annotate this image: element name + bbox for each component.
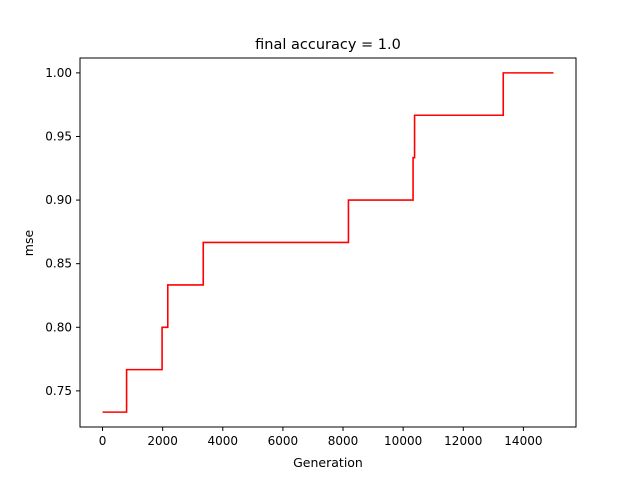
y-tick-label: 0.95 <box>45 129 72 143</box>
x-axis-ticks: 0 2000 4000 6000 8000 10000 12000 14000 <box>99 427 542 448</box>
x-tick-label: 4000 <box>208 434 239 448</box>
plot-frame <box>79 57 577 428</box>
y-axis-label: mse <box>21 230 36 257</box>
y-tick-label: 0.80 <box>45 320 72 334</box>
x-tick-label: 8000 <box>328 434 359 448</box>
y-tick-label: 0.85 <box>45 257 72 271</box>
x-tick-label: 0 <box>99 434 107 448</box>
x-tick-label: 12000 <box>444 434 482 448</box>
y-tick-label: 0.75 <box>45 384 72 398</box>
series-line-0 <box>102 72 554 413</box>
y-axis-ticks: 0.75 0.80 0.85 0.90 0.95 1.00 <box>45 66 80 398</box>
y-tick-label: 1.00 <box>45 66 72 80</box>
x-tick-label: 14000 <box>504 434 542 448</box>
x-tick-label: 2000 <box>147 434 178 448</box>
chart-title: final accuracy = 1.0 <box>255 37 401 53</box>
x-tick-label: 6000 <box>268 434 299 448</box>
x-tick-label: 10000 <box>384 434 422 448</box>
plot-area <box>102 72 554 413</box>
x-axis-label: Generation <box>293 455 363 470</box>
y-tick-label: 0.90 <box>45 193 72 207</box>
